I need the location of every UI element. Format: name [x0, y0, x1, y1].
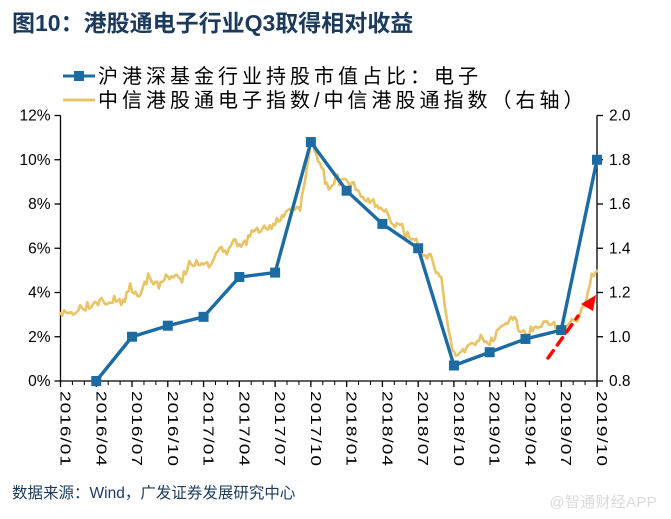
- svg-text:2019/04: 2019/04: [521, 391, 538, 467]
- svg-text:2017/10: 2017/10: [307, 391, 324, 467]
- svg-text:1.2: 1.2: [609, 285, 631, 302]
- svg-text:2%: 2%: [28, 329, 51, 346]
- svg-text:2018/01: 2018/01: [343, 391, 360, 467]
- svg-text:6%: 6%: [28, 240, 51, 257]
- svg-text:2019/07: 2019/07: [557, 391, 574, 467]
- svg-text:2017/07: 2017/07: [271, 391, 288, 467]
- svg-text:8%: 8%: [28, 196, 51, 213]
- svg-text:2017/01: 2017/01: [200, 391, 217, 467]
- svg-text:2016/04: 2016/04: [92, 391, 109, 467]
- svg-text:2016/10: 2016/10: [164, 391, 181, 467]
- svg-text:0%: 0%: [28, 373, 51, 390]
- svg-text:1.6: 1.6: [609, 196, 631, 213]
- svg-text:2016/01: 2016/01: [57, 391, 74, 467]
- svg-text:2016/07: 2016/07: [128, 391, 145, 467]
- svg-text:2019/01: 2019/01: [486, 391, 503, 467]
- svg-text:2019/10: 2019/10: [593, 391, 610, 467]
- svg-text:10%: 10%: [19, 152, 50, 169]
- svg-text:1.4: 1.4: [609, 240, 631, 257]
- svg-text:2018/10: 2018/10: [450, 391, 467, 467]
- svg-text:12%: 12%: [19, 108, 50, 125]
- svg-text:4%: 4%: [28, 285, 51, 302]
- svg-text:1.0: 1.0: [609, 329, 631, 346]
- svg-text:2017/04: 2017/04: [235, 391, 252, 467]
- svg-text:2.0: 2.0: [609, 108, 631, 125]
- svg-text:0.8: 0.8: [609, 373, 631, 390]
- svg-text:1.8: 1.8: [609, 152, 631, 169]
- svg-text:2018/04: 2018/04: [378, 391, 395, 467]
- svg-text:2018/07: 2018/07: [414, 391, 431, 467]
